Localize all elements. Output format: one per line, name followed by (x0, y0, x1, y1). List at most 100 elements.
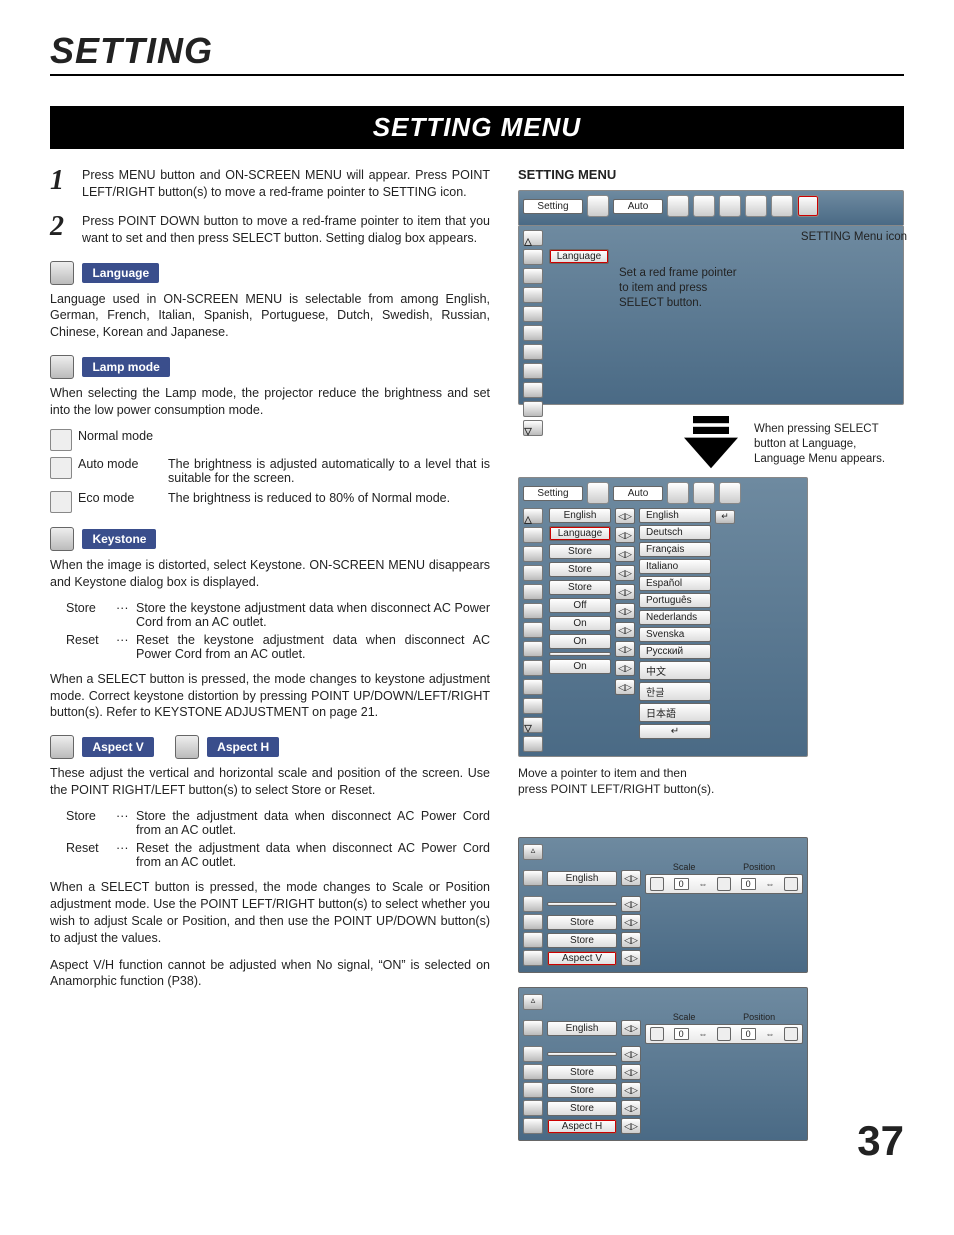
language-option[interactable]: Deutsch (639, 525, 711, 540)
left-right-icon[interactable]: ◁▷ (615, 508, 635, 524)
row-icon[interactable] (523, 565, 543, 581)
tab-auto[interactable]: Auto (613, 486, 663, 501)
tab-icon[interactable] (693, 482, 715, 504)
panel-item[interactable]: English (547, 871, 617, 886)
panel-item[interactable]: On (549, 634, 611, 649)
left-right-icon[interactable]: ◁▷ (615, 546, 635, 562)
language-option[interactable]: 한글 (639, 682, 711, 701)
left-right-icon[interactable]: ◁▷ (621, 896, 641, 912)
row-icon[interactable] (523, 546, 543, 562)
tab-icon-selected[interactable] (797, 195, 819, 217)
tab-icon[interactable] (667, 482, 689, 504)
left-right-icon[interactable]: ◁▷ (621, 950, 641, 966)
panel-item[interactable]: Store (547, 1065, 617, 1080)
tab-icon[interactable] (693, 195, 715, 217)
panel-item[interactable]: English (547, 1021, 617, 1036)
left-right-icon[interactable]: ◁▷ (621, 1020, 641, 1036)
apply-icon[interactable] (784, 877, 798, 891)
row-icon[interactable] (523, 1046, 543, 1062)
language-option[interactable]: Nederlands (639, 610, 711, 625)
row-icon[interactable] (523, 1100, 543, 1116)
language-option[interactable]: Italiano (639, 559, 711, 574)
language-option[interactable]: English (639, 508, 711, 523)
left-right-icon[interactable]: ◁▷ (621, 1064, 641, 1080)
left-right-icon[interactable]: ◁▷ (621, 1046, 641, 1062)
panel-item[interactable]: Store (549, 580, 611, 595)
row-icon[interactable] (523, 603, 543, 619)
language-option[interactable]: Русский (639, 644, 711, 659)
row-icon[interactable] (523, 1082, 543, 1098)
row-icon[interactable] (523, 1020, 543, 1036)
row-icon[interactable] (523, 914, 543, 930)
panel-item[interactable]: Language (549, 526, 611, 541)
panel-item[interactable] (547, 1052, 617, 1056)
row-icon[interactable] (523, 736, 543, 752)
left-right-icon[interactable]: ◁▷ (615, 565, 635, 581)
lr-icon[interactable]: ⇔ (698, 879, 707, 889)
language-option[interactable]: Português (639, 593, 711, 608)
left-right-icon[interactable]: ◁▷ (621, 1100, 641, 1116)
row-icon[interactable] (523, 325, 543, 341)
language-option[interactable]: 中文 (639, 661, 711, 680)
row-icon[interactable] (523, 679, 543, 695)
row-icon[interactable] (523, 268, 543, 284)
left-right-icon[interactable]: ◁▷ (615, 622, 635, 638)
panel-item[interactable]: Aspect V (547, 951, 617, 966)
back-arrow-icon[interactable]: ↵ (715, 510, 735, 524)
row-icon[interactable] (523, 382, 543, 398)
tab-icon[interactable] (587, 195, 609, 217)
left-right-icon[interactable]: ◁▷ (615, 527, 635, 543)
lr-icon[interactable]: ⇔ (765, 1029, 774, 1039)
row-icon[interactable] (523, 950, 543, 966)
row-icon[interactable] (523, 622, 543, 638)
panel-item[interactable]: Aspect H (547, 1119, 617, 1134)
tab-setting[interactable]: Setting (523, 199, 583, 214)
row-icon[interactable] (523, 698, 543, 714)
panel-item[interactable]: Store (549, 544, 611, 559)
row-icon[interactable] (523, 870, 543, 886)
tab-icon[interactable] (667, 195, 689, 217)
left-right-icon[interactable]: ◁▷ (615, 679, 635, 695)
left-right-icon[interactable]: ◁▷ (615, 603, 635, 619)
left-right-icon[interactable]: ◁▷ (621, 870, 641, 886)
tab-icon[interactable] (771, 195, 793, 217)
row-icon[interactable] (523, 584, 543, 600)
panel-item[interactable]: Store (549, 562, 611, 577)
tab-icon[interactable] (719, 482, 741, 504)
row-icon[interactable] (523, 641, 543, 657)
panel-item[interactable]: Store (547, 933, 617, 948)
left-right-icon[interactable]: ◁▷ (615, 641, 635, 657)
row-icon[interactable] (523, 249, 543, 265)
row-icon[interactable] (523, 287, 543, 303)
panel-item[interactable]: On (549, 659, 611, 674)
row-icon[interactable] (523, 1064, 543, 1080)
tab-icon[interactable] (745, 195, 767, 217)
panel-item[interactable] (547, 902, 617, 906)
left-right-icon[interactable]: ◁▷ (615, 660, 635, 676)
row-icon[interactable] (523, 1118, 543, 1134)
tab-auto[interactable]: Auto (613, 199, 663, 214)
lr-icon[interactable]: ⇔ (765, 879, 774, 889)
row-icon[interactable] (523, 896, 543, 912)
panel-item[interactable] (549, 652, 611, 656)
tab-setting[interactable]: Setting (523, 486, 583, 501)
panel-item[interactable]: Store (547, 915, 617, 930)
confirm-icon[interactable]: ↵ (639, 724, 711, 739)
row-icon[interactable] (523, 306, 543, 322)
left-right-icon[interactable]: ◁▷ (621, 1082, 641, 1098)
row-icon[interactable] (523, 344, 543, 360)
panel-item[interactable]: English (549, 508, 611, 523)
left-right-icon[interactable]: ◁▷ (621, 1118, 641, 1134)
row-icon[interactable] (523, 932, 543, 948)
panel-item[interactable]: Store (547, 1101, 617, 1116)
left-right-icon[interactable]: ◁▷ (621, 932, 641, 948)
language-option[interactable]: Français (639, 542, 711, 557)
row-icon[interactable] (523, 401, 543, 417)
left-right-icon[interactable]: ◁▷ (621, 914, 641, 930)
lr-icon[interactable]: ⇔ (698, 1029, 707, 1039)
left-right-icon[interactable]: ◁▷ (615, 584, 635, 600)
tab-icon[interactable] (587, 482, 609, 504)
apply-icon[interactable] (784, 1027, 798, 1041)
row-icon[interactable] (523, 363, 543, 379)
panel-item[interactable]: On (549, 616, 611, 631)
